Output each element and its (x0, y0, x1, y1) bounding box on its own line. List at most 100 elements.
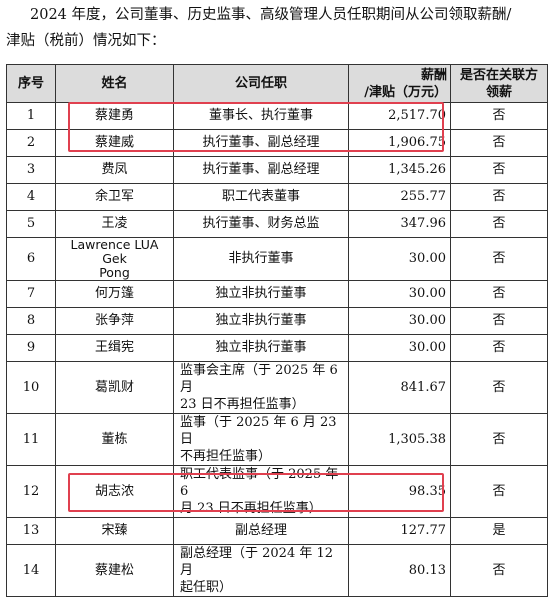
cell-name: 何万篷 (55, 280, 174, 308)
table-row: 9 王缉宪 独立非执行董事 30.00 否 (6, 334, 548, 362)
cell-seq: 4 (6, 183, 56, 211)
header-position: 公司任职 (173, 64, 349, 103)
header-related-line2: 领薪 (485, 84, 512, 100)
table-row: 2 蔡建威 执行董事、副总经理 1,906.75 否 (6, 129, 548, 157)
cell-name: 费凤 (55, 156, 174, 184)
cell-position-line1: 副总经理（于 2024 年 12 月 (180, 546, 334, 578)
cell-related: 是 (450, 517, 548, 545)
cell-name: 葛凯财 (55, 361, 174, 414)
cell-related: 否 (450, 280, 548, 308)
cell-seq: 11 (6, 413, 56, 466)
cell-related: 否 (450, 210, 548, 238)
table-row: 3 费凤 执行董事、副总经理 1,345.26 否 (6, 156, 548, 184)
cell-position: 独立非执行董事 (173, 307, 349, 335)
cell-pay: 30.00 (348, 334, 451, 362)
cell-related: 否 (450, 129, 548, 157)
table-row: 4 余卫军 职工代表董事 255.77 否 (6, 183, 548, 211)
cell-position: 非执行董事 (173, 237, 349, 281)
cell-name: 胡志浓 (55, 465, 174, 518)
cell-related: 否 (450, 237, 548, 281)
cell-seq: 9 (6, 334, 56, 362)
cell-position-line1: 监事（于 2025 年 6 月 23 日 (180, 415, 337, 447)
cell-pay: 1,345.26 (348, 156, 451, 184)
cell-pay: 1,305.38 (348, 413, 451, 466)
cell-name: 王缉宪 (55, 334, 174, 362)
header-seq: 序号 (6, 64, 56, 103)
cell-name: Lawrence LUA Gek Pong (55, 237, 174, 281)
cell-seq: 6 (6, 237, 56, 281)
cell-position: 执行董事、副总经理 (173, 156, 349, 184)
cell-name: 王凌 (55, 210, 174, 238)
cell-position: 执行董事、财务总监 (173, 210, 349, 238)
table-row: 8 张争萍 独立非执行董事 30.00 否 (6, 307, 548, 335)
cell-pay: 30.00 (348, 237, 451, 281)
cell-related: 否 (450, 307, 548, 335)
cell-pay: 98.35 (348, 465, 451, 518)
cell-position: 董事长、执行董事 (173, 102, 349, 130)
cell-related: 否 (450, 183, 548, 211)
cell-name: 蔡建威 (55, 129, 174, 157)
compensation-table: 序号 姓名 公司任职 薪酬 /津贴（万元） 是否在关联方 领薪 1 蔡建勇 董事… (6, 64, 548, 597)
cell-position: 副总经理 (173, 517, 349, 545)
cell-position: 监事（于 2025 年 6 月 23 日 不再担任监事） (173, 413, 349, 466)
header-related-line1: 是否在关联方 (459, 67, 538, 83)
table-row: 11 董栋 监事（于 2025 年 6 月 23 日 不再担任监事） 1,305… (6, 413, 548, 466)
cell-seq: 14 (6, 544, 56, 597)
cell-pay: 2,517.70 (348, 102, 451, 130)
cell-name-line2: Pong (99, 265, 130, 280)
cell-related: 否 (450, 544, 548, 597)
cell-related: 否 (450, 102, 548, 130)
cell-related: 否 (450, 361, 548, 414)
cell-seq: 8 (6, 307, 56, 335)
table-row: 5 王凌 执行董事、财务总监 347.96 否 (6, 210, 548, 238)
cell-related: 否 (450, 334, 548, 362)
cell-related: 否 (450, 465, 548, 518)
cell-position: 职工代表董事 (173, 183, 349, 211)
header-related: 是否在关联方 领薪 (450, 64, 548, 103)
cell-position: 独立非执行董事 (173, 280, 349, 308)
cell-position-line2: 起任职） (180, 580, 233, 595)
cell-seq: 12 (6, 465, 56, 518)
cell-pay: 80.13 (348, 544, 451, 597)
table-header-row: 序号 姓名 公司任职 薪酬 /津贴（万元） 是否在关联方 领薪 (6, 64, 548, 103)
cell-related: 否 (450, 413, 548, 466)
header-pay: 薪酬 /津贴（万元） (348, 64, 451, 103)
cell-seq: 10 (6, 361, 56, 414)
table-row: 13 宋臻 副总经理 127.77 是 (6, 517, 548, 545)
cell-pay: 1,906.75 (348, 129, 451, 157)
cell-pay: 347.96 (348, 210, 451, 238)
cell-position-line2: 23 日不再担任监事） (180, 397, 305, 412)
cell-name: 董栋 (55, 413, 174, 466)
cell-pay: 841.67 (348, 361, 451, 414)
header-pay-line2: /津贴（万元） (364, 84, 447, 100)
cell-name-line1: Lawrence LUA Gek (70, 237, 159, 266)
table-row: 10 葛凯财 监事会主席（于 2025 年 6 月 23 日不再担任监事） 84… (6, 361, 548, 414)
cell-seq: 3 (6, 156, 56, 184)
cell-name: 宋臻 (55, 517, 174, 545)
cell-related: 否 (450, 156, 548, 184)
cell-pay: 255.77 (348, 183, 451, 211)
cell-pay: 30.00 (348, 280, 451, 308)
header-name: 姓名 (55, 64, 174, 103)
intro-line-2: 津贴（税前）情况如下： (6, 33, 166, 49)
cell-position: 副总经理（于 2024 年 12 月 起任职） (173, 544, 349, 597)
cell-pay: 30.00 (348, 307, 451, 335)
cell-seq: 5 (6, 210, 56, 238)
cell-position-line1: 职工代表监事（于 2025 年 6 (180, 467, 339, 499)
header-pay-line1: 薪酬 (420, 67, 447, 83)
cell-name: 蔡建松 (55, 544, 174, 597)
cell-position: 监事会主席（于 2025 年 6 月 23 日不再担任监事） (173, 361, 349, 414)
cell-seq: 13 (6, 517, 56, 545)
cell-position-line2: 不再担任监事） (180, 449, 272, 464)
cell-seq: 1 (6, 102, 56, 130)
cell-name: 张争萍 (55, 307, 174, 335)
cell-name: 余卫军 (55, 183, 174, 211)
table-row: 6 Lawrence LUA Gek Pong 非执行董事 30.00 否 (6, 237, 548, 281)
table-row: 1 蔡建勇 董事长、执行董事 2,517.70 否 (6, 102, 548, 130)
cell-position: 独立非执行董事 (173, 334, 349, 362)
cell-seq: 2 (6, 129, 56, 157)
table-row: 14 蔡建松 副总经理（于 2024 年 12 月 起任职） 80.13 否 (6, 544, 548, 597)
cell-position-line1: 监事会主席（于 2025 年 6 月 (180, 363, 338, 395)
table-row: 12 胡志浓 职工代表监事（于 2025 年 6 月 23 日不再担任监事） 9… (6, 465, 548, 518)
cell-pay: 127.77 (348, 517, 451, 545)
